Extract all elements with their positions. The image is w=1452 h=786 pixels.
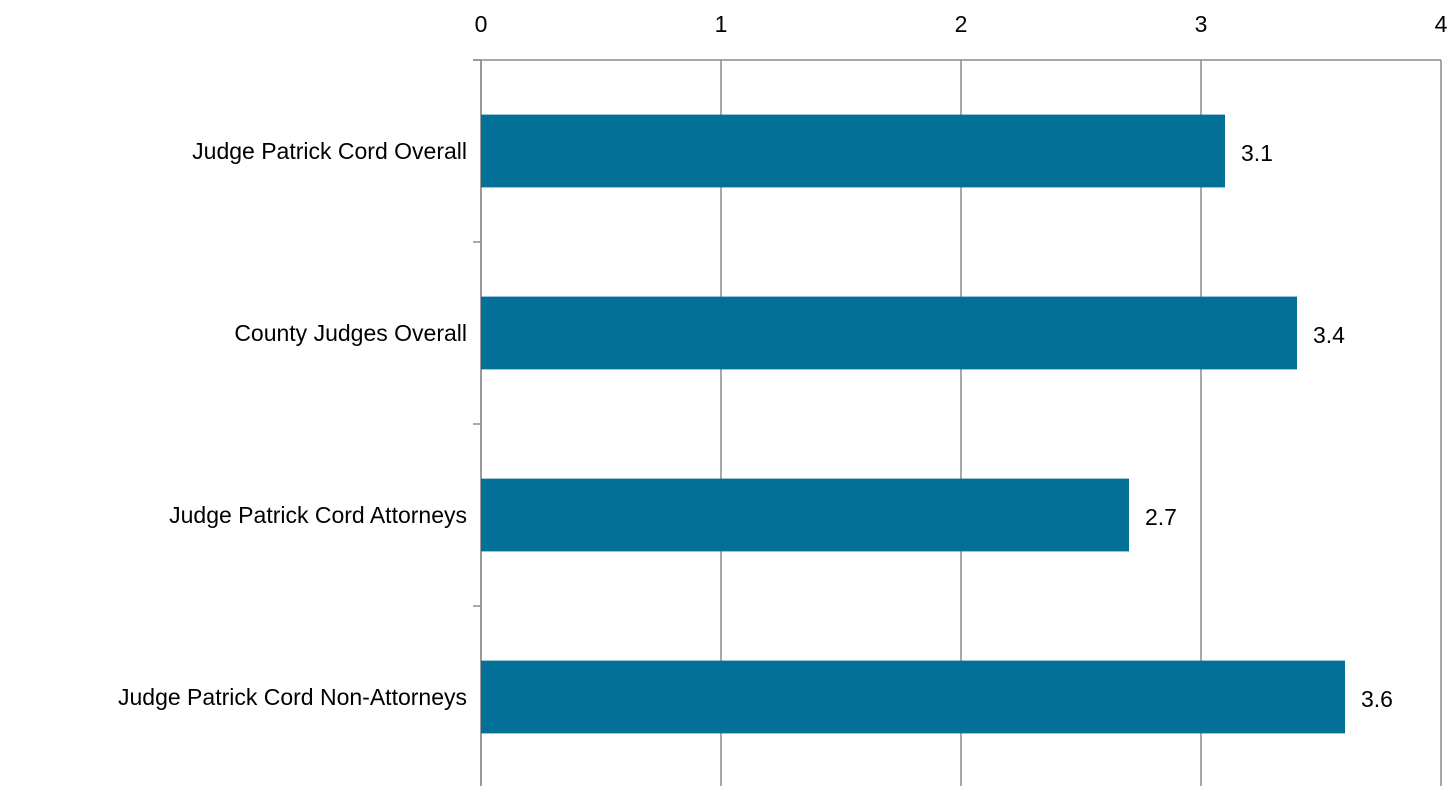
y-tick-label: County Judges Overall	[234, 320, 467, 346]
x-tick-label: 4	[1435, 11, 1448, 37]
x-tick-label: 3	[1195, 11, 1208, 37]
data-label: 2.7	[1145, 504, 1177, 530]
x-tick-label: 2	[955, 11, 968, 37]
x-tick-label: 1	[715, 11, 728, 37]
data-label: 3.6	[1361, 686, 1393, 712]
y-tick-label: Judge Patrick Cord Non-Attorneys	[118, 684, 467, 710]
data-label: 3.4	[1313, 322, 1345, 348]
y-tick-label: Judge Patrick Cord Attorneys	[169, 502, 467, 528]
bar	[481, 114, 1225, 188]
data-label: 3.1	[1241, 140, 1273, 166]
bar	[481, 478, 1129, 552]
bar	[481, 296, 1297, 370]
x-tick-label: 0	[475, 11, 488, 37]
bar	[481, 660, 1345, 734]
y-tick-label: Judge Patrick Cord Overall	[192, 138, 467, 164]
